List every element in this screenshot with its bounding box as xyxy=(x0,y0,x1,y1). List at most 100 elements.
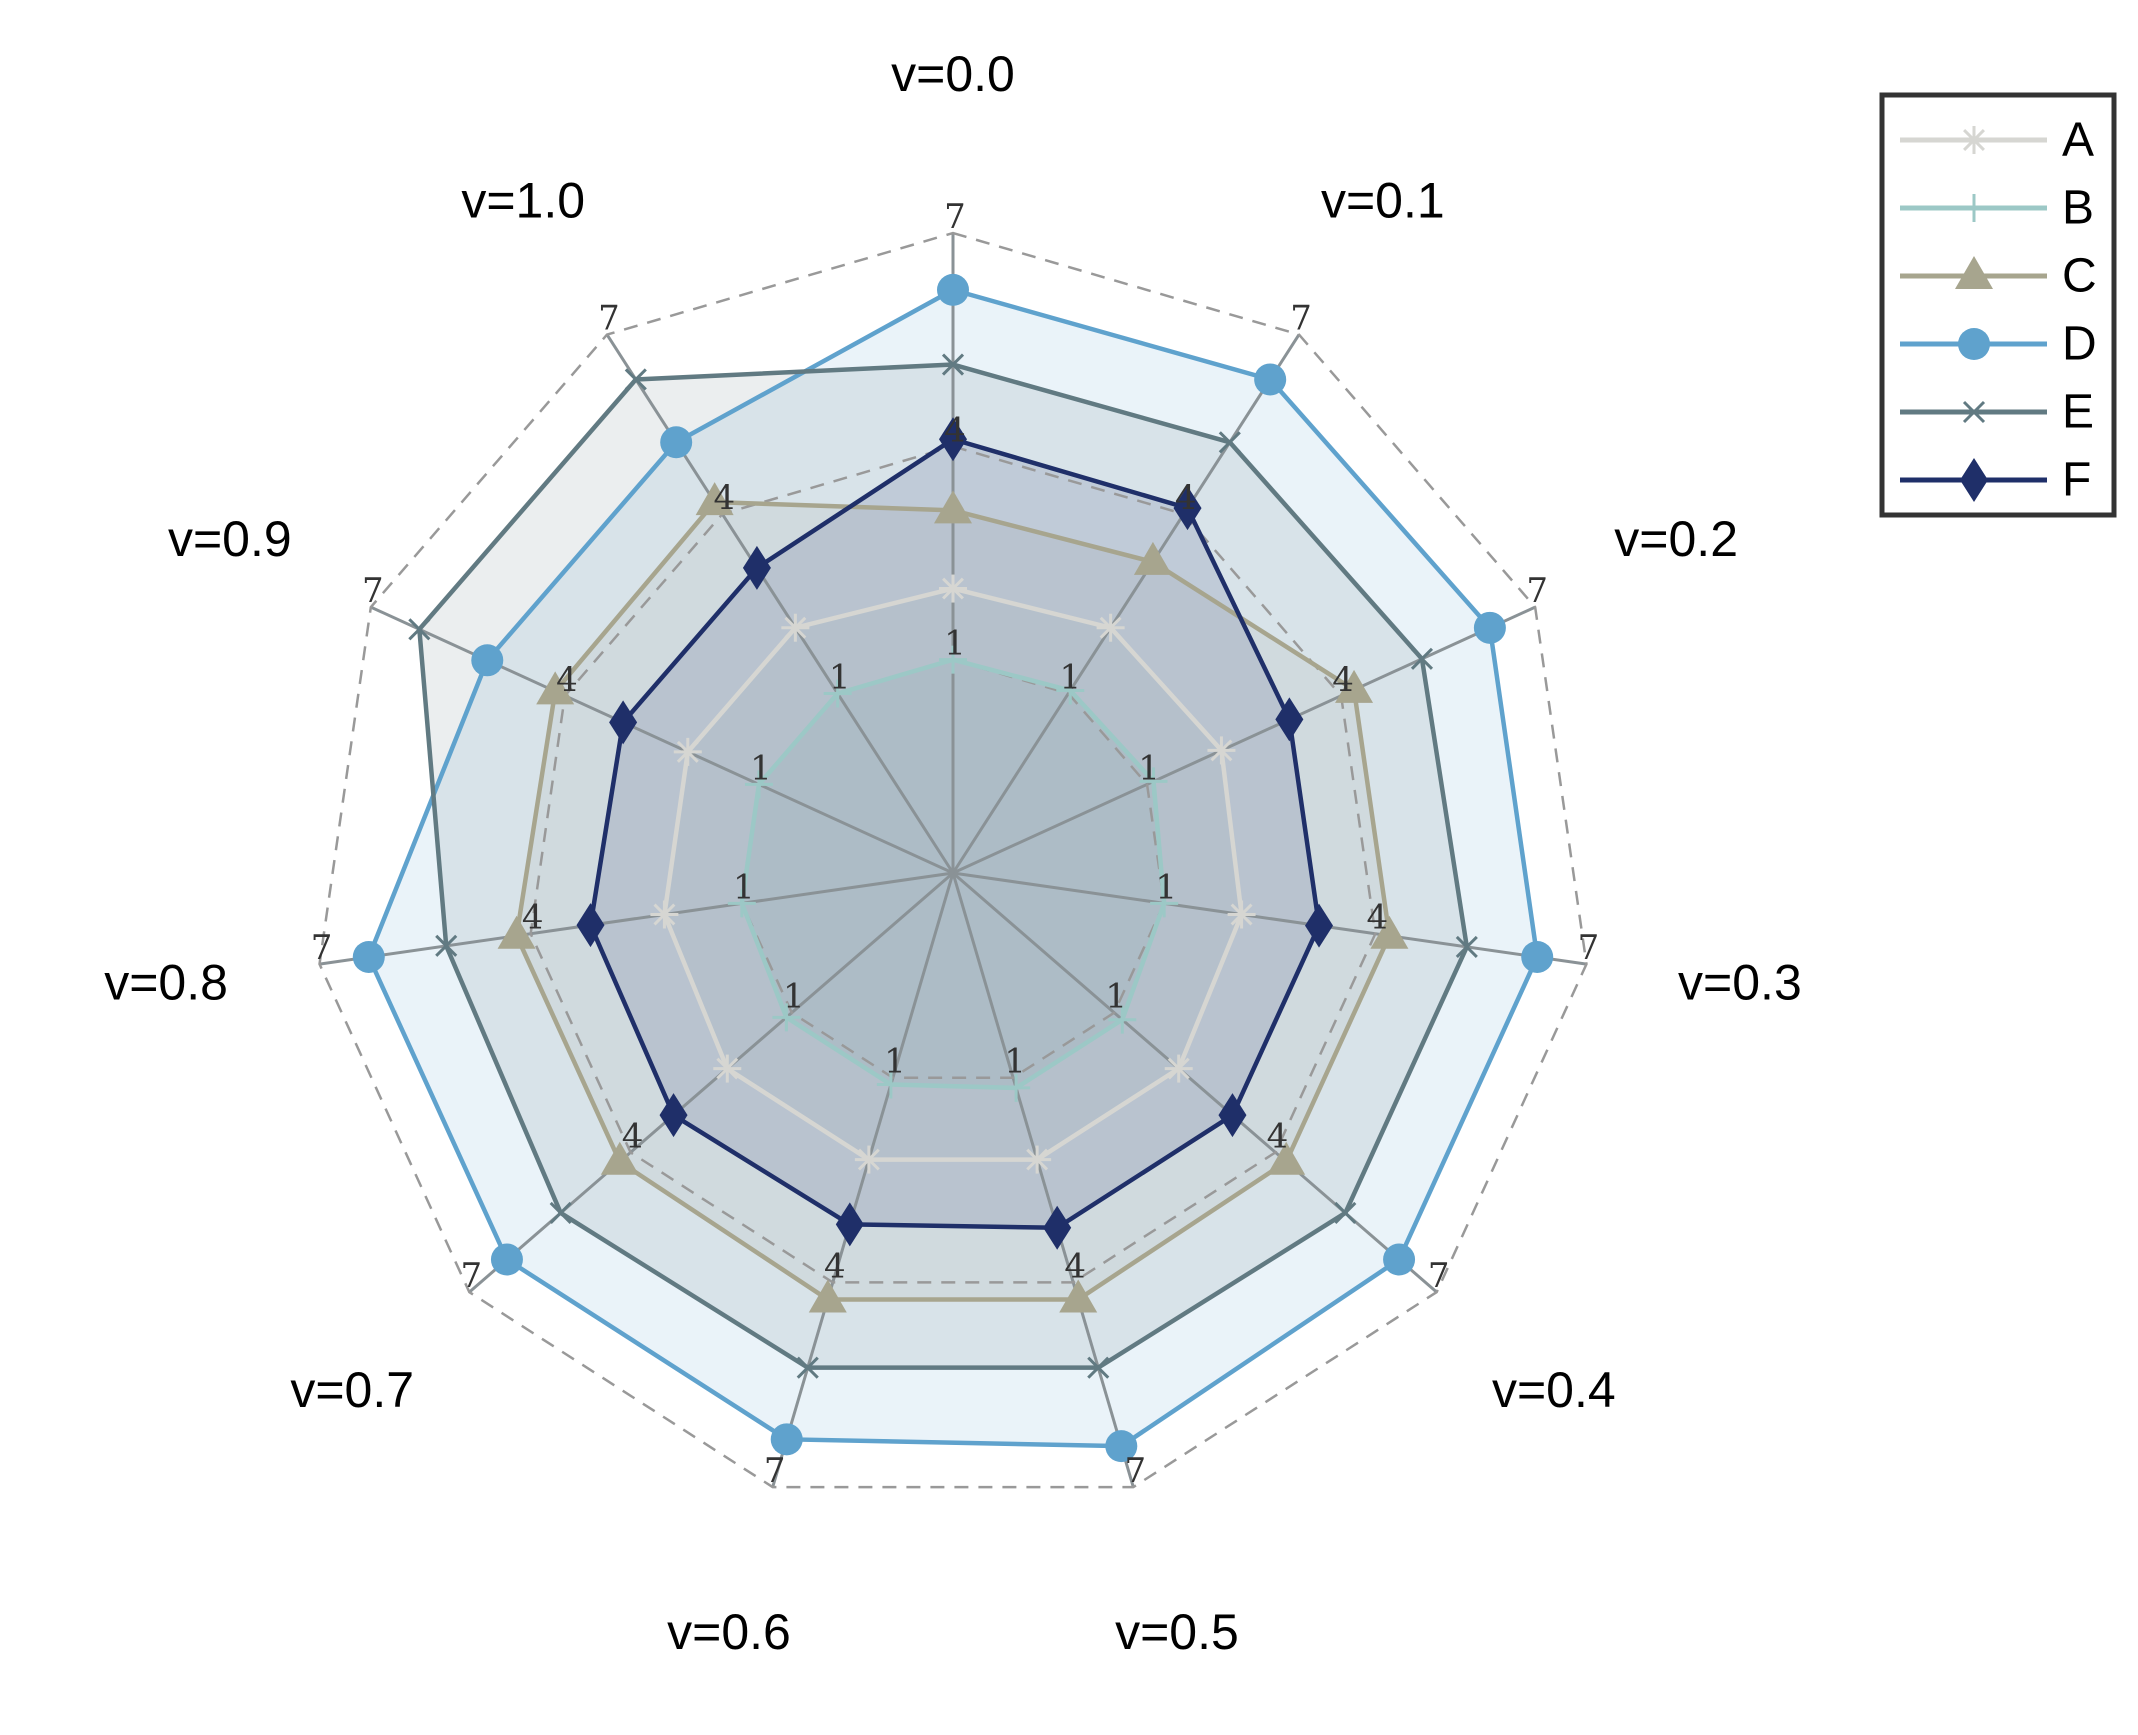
data-point-F xyxy=(835,1202,864,1247)
data-point-B xyxy=(1108,1005,1137,1034)
radial-tick-label: 4 xyxy=(824,1246,846,1286)
legend-marker-B xyxy=(1960,194,1988,222)
axis-label: v=0.0 xyxy=(891,46,1015,102)
data-point-F xyxy=(742,545,771,590)
axis-label: v=0.1 xyxy=(1321,172,1445,228)
data-point-E xyxy=(1218,431,1241,454)
axis-spoke xyxy=(952,871,1438,1294)
data-point-A xyxy=(1227,900,1256,929)
data-point-B xyxy=(823,679,852,708)
legend-marker-D xyxy=(1958,328,1990,360)
axis-spoke xyxy=(468,871,954,1294)
data-point-D xyxy=(1105,1430,1138,1463)
data-point-D xyxy=(1473,611,1506,644)
data-point-B xyxy=(939,645,967,674)
data-point-A xyxy=(781,613,810,642)
data-point-F xyxy=(1275,697,1304,742)
legend-label: B xyxy=(2062,182,2094,235)
data-point-F xyxy=(1218,1093,1247,1138)
axis-label: v=0.9 xyxy=(168,511,292,567)
data-point-C xyxy=(600,1141,639,1175)
radial-tick-label: 1 xyxy=(1105,977,1127,1017)
data-point-E xyxy=(1334,1201,1357,1225)
radial-tick-label: 4 xyxy=(1367,898,1389,938)
axis-label: v=0.3 xyxy=(1678,954,1802,1010)
axis-label: v=0.7 xyxy=(290,1362,414,1418)
radial-tick-label: 1 xyxy=(829,658,851,698)
radial-tick-label: 7 xyxy=(1124,1451,1146,1491)
radial-tick-label: 1 xyxy=(1060,658,1082,698)
data-point-D xyxy=(937,273,969,306)
data-point-B xyxy=(1056,676,1085,705)
data-point-E xyxy=(435,934,458,957)
data-point-E xyxy=(1087,1356,1110,1379)
grid-ring xyxy=(740,658,1166,1079)
data-point-A xyxy=(1164,1054,1193,1083)
legend-label: D xyxy=(2062,318,2097,371)
data-point-F xyxy=(609,700,638,745)
series-line-F xyxy=(588,436,1322,1231)
data-point-E xyxy=(1410,647,1434,670)
axis-spoke xyxy=(319,871,954,966)
data-point-C xyxy=(808,1279,847,1313)
data-point-A xyxy=(1207,736,1236,765)
series-line-B xyxy=(739,657,1167,1091)
axis-spoke xyxy=(951,872,1135,1488)
data-point-A xyxy=(1023,1145,1052,1174)
legend-label: F xyxy=(2062,454,2091,507)
data-point-B xyxy=(1139,767,1168,796)
radial-tick-label: 4 xyxy=(1175,478,1197,518)
legend-label: C xyxy=(2062,250,2097,303)
data-point-C xyxy=(1370,915,1409,949)
radial-tick-label: 1 xyxy=(1155,867,1177,907)
data-point-C xyxy=(1335,669,1374,703)
data-point-F xyxy=(1043,1205,1072,1250)
data-point-C xyxy=(497,915,536,949)
radial-tick-label: 4 xyxy=(944,410,966,450)
legend-marker-C xyxy=(1955,256,1993,289)
radial-tick-label: 1 xyxy=(733,867,755,907)
legend-box xyxy=(1879,92,2117,518)
legend-marker-F xyxy=(1960,458,1988,502)
radial-tick-label: 4 xyxy=(714,478,736,518)
data-point-C xyxy=(536,671,575,705)
legend-label: A xyxy=(2062,114,2094,167)
data-point-B xyxy=(727,889,756,918)
axis-spoke xyxy=(370,605,954,875)
axis-label: v=0.5 xyxy=(1115,1604,1239,1660)
radial-tick-label: 4 xyxy=(522,898,544,938)
axis-label: v=0.6 xyxy=(667,1604,791,1660)
radial-tick-label: 1 xyxy=(884,1042,906,1082)
radial-tick-label: 1 xyxy=(944,624,966,664)
legend-marker-A xyxy=(1960,126,1988,154)
data-point-F xyxy=(939,417,967,462)
radial-tick-label: 4 xyxy=(556,660,578,700)
data-point-B xyxy=(876,1070,905,1099)
data-point-C xyxy=(934,490,972,524)
series-line-D xyxy=(366,287,1540,1449)
axis-spoke xyxy=(771,872,955,1488)
data-point-C xyxy=(695,482,734,516)
series-line-E xyxy=(417,362,1470,1370)
axis-spoke xyxy=(605,333,955,874)
radial-tick-label: 7 xyxy=(362,571,384,611)
radial-tick-label: 4 xyxy=(1267,1116,1289,1156)
data-point-E xyxy=(941,353,965,376)
grid-ring xyxy=(318,231,1588,1489)
radial-tick-label: 4 xyxy=(1064,1246,1086,1286)
data-point-D xyxy=(490,1243,523,1276)
data-point-A xyxy=(650,900,679,929)
radial-tick-label: 7 xyxy=(1526,571,1548,611)
data-point-A xyxy=(939,574,967,603)
radial-tick-label: 1 xyxy=(750,748,772,788)
data-point-E xyxy=(796,1356,819,1379)
axis-spoke xyxy=(952,605,1536,875)
series-line-C xyxy=(514,499,1392,1302)
radial-tick-label: 7 xyxy=(1578,928,1600,968)
data-point-B xyxy=(1002,1073,1031,1102)
data-point-D xyxy=(1521,940,1554,973)
data-point-C xyxy=(1059,1279,1098,1313)
radial-tick-label: 7 xyxy=(460,1256,482,1296)
axis-label: v=1.0 xyxy=(461,172,585,228)
